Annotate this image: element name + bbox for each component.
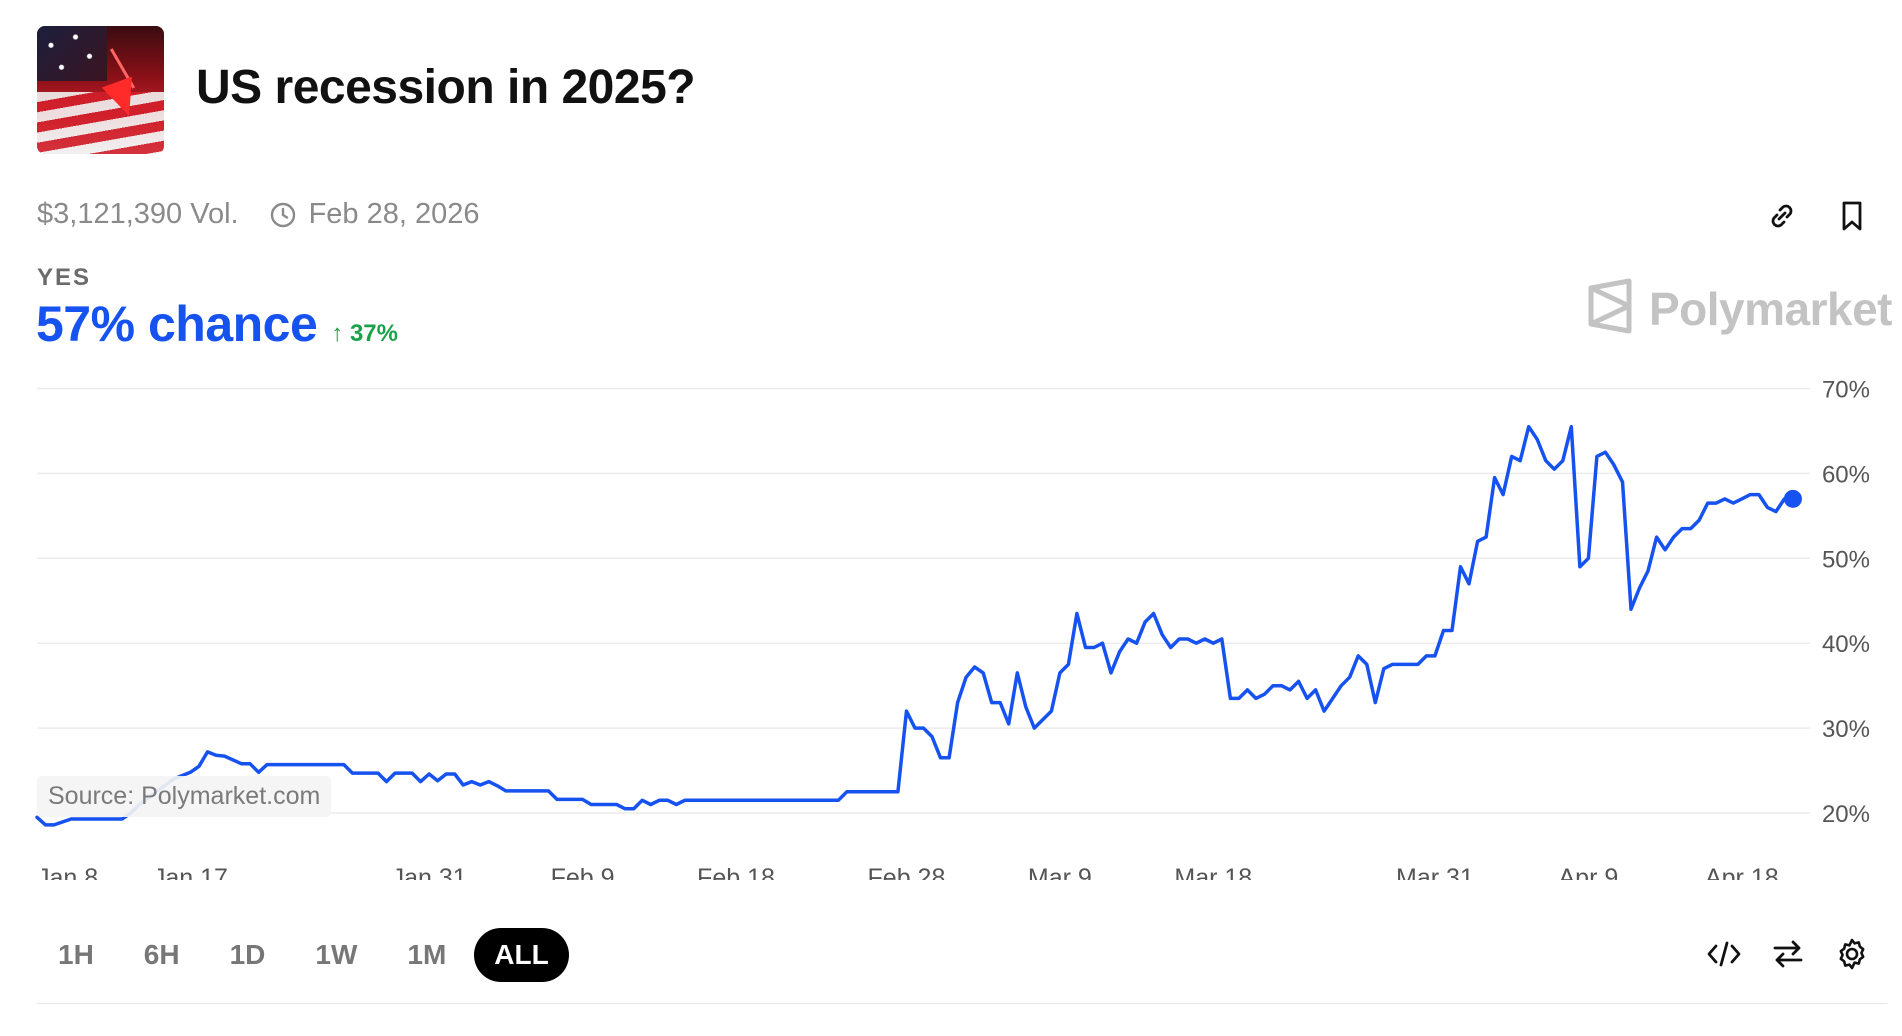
end-date-label: Feb 28, 2026 [308,198,480,230]
y-tick-label: 20% [1822,801,1870,828]
flag-stripes [37,92,164,154]
x-tick-label: Jan 8 [37,864,98,880]
polymarket-brand-name: Polymarket [1648,282,1893,335]
x-tick-label: Mar 18 [1174,864,1252,880]
source-label: Source: Polymarket.com [37,776,332,817]
last-point-marker [1783,489,1802,508]
x-axis-ticks: Jan 8 Jan 17 Jan 31 Feb 9 Feb 18 Feb 28 Mar 9 M… [37,864,1779,880]
bottom-divider [37,1003,1887,1004]
chance-row: 57% chance ↑ 37% [36,295,398,353]
x-tick-label: Apr 9 [1558,864,1618,880]
y-tick-label: 70% [1822,376,1870,403]
polymarket-logo-icon [1585,278,1635,339]
range-button-1w[interactable]: 1W [315,939,358,970]
link-icon[interactable] [1762,196,1802,236]
y-tick-label: 50% [1822,546,1870,573]
clock-icon [269,201,297,229]
market-title: US recession in 2025? [196,61,696,114]
x-tick-label: Apr 18 [1705,864,1779,880]
outcome-label: YES [37,264,92,291]
gear-icon[interactable] [1832,934,1872,974]
x-tick-label: Feb 28 [868,864,946,880]
bookmark-icon[interactable] [1832,196,1872,236]
x-tick-label: Mar 31 [1396,864,1474,880]
time-range-selector: 1H 6H 1D 1W 1M ALL [36,928,569,982]
probability-chart: 20% 30% 40% 50% 60% 70% Jan 8 Jan 17 Jan 31 Feb … [35,376,1870,880]
x-tick-label: Mar 9 [1028,864,1092,880]
polymarket-watermark: Polymarket [1585,278,1893,339]
market-actions [1762,196,1872,236]
series-line [35,424,1795,827]
chance-value: 57% chance [36,296,318,352]
chart-tools [1704,934,1872,974]
range-button-1m[interactable]: 1M [407,939,447,970]
range-button-6h[interactable]: 6H [143,939,180,970]
y-tick-label: 40% [1822,631,1870,658]
volume-label: $3,121,390 Vol. [37,198,239,230]
x-tick-label: Jan 31 [392,864,467,880]
market-meta: $3,121,390 Vol. Feb 28, 2026 [37,198,480,231]
x-tick-label: Feb 18 [697,864,775,880]
flag-canton [37,26,107,81]
y-tick-label: 30% [1822,716,1870,743]
range-button-1h[interactable]: 1H [58,939,94,970]
code-embed-icon[interactable] [1704,934,1744,974]
swap-icon[interactable] [1768,934,1808,974]
chance-change: ↑ 37% [331,320,398,347]
chart-grid [37,387,1810,814]
y-tick-label: 60% [1822,461,1870,488]
y-axis-ticks: 20% 30% 40% 50% 60% 70% [1822,376,1870,828]
x-tick-label: Jan 17 [153,864,228,880]
range-button-all[interactable]: ALL [474,928,569,982]
x-tick-label: Feb 9 [551,864,615,880]
range-button-1d[interactable]: 1D [229,939,266,970]
market-thumbnail [37,26,164,154]
